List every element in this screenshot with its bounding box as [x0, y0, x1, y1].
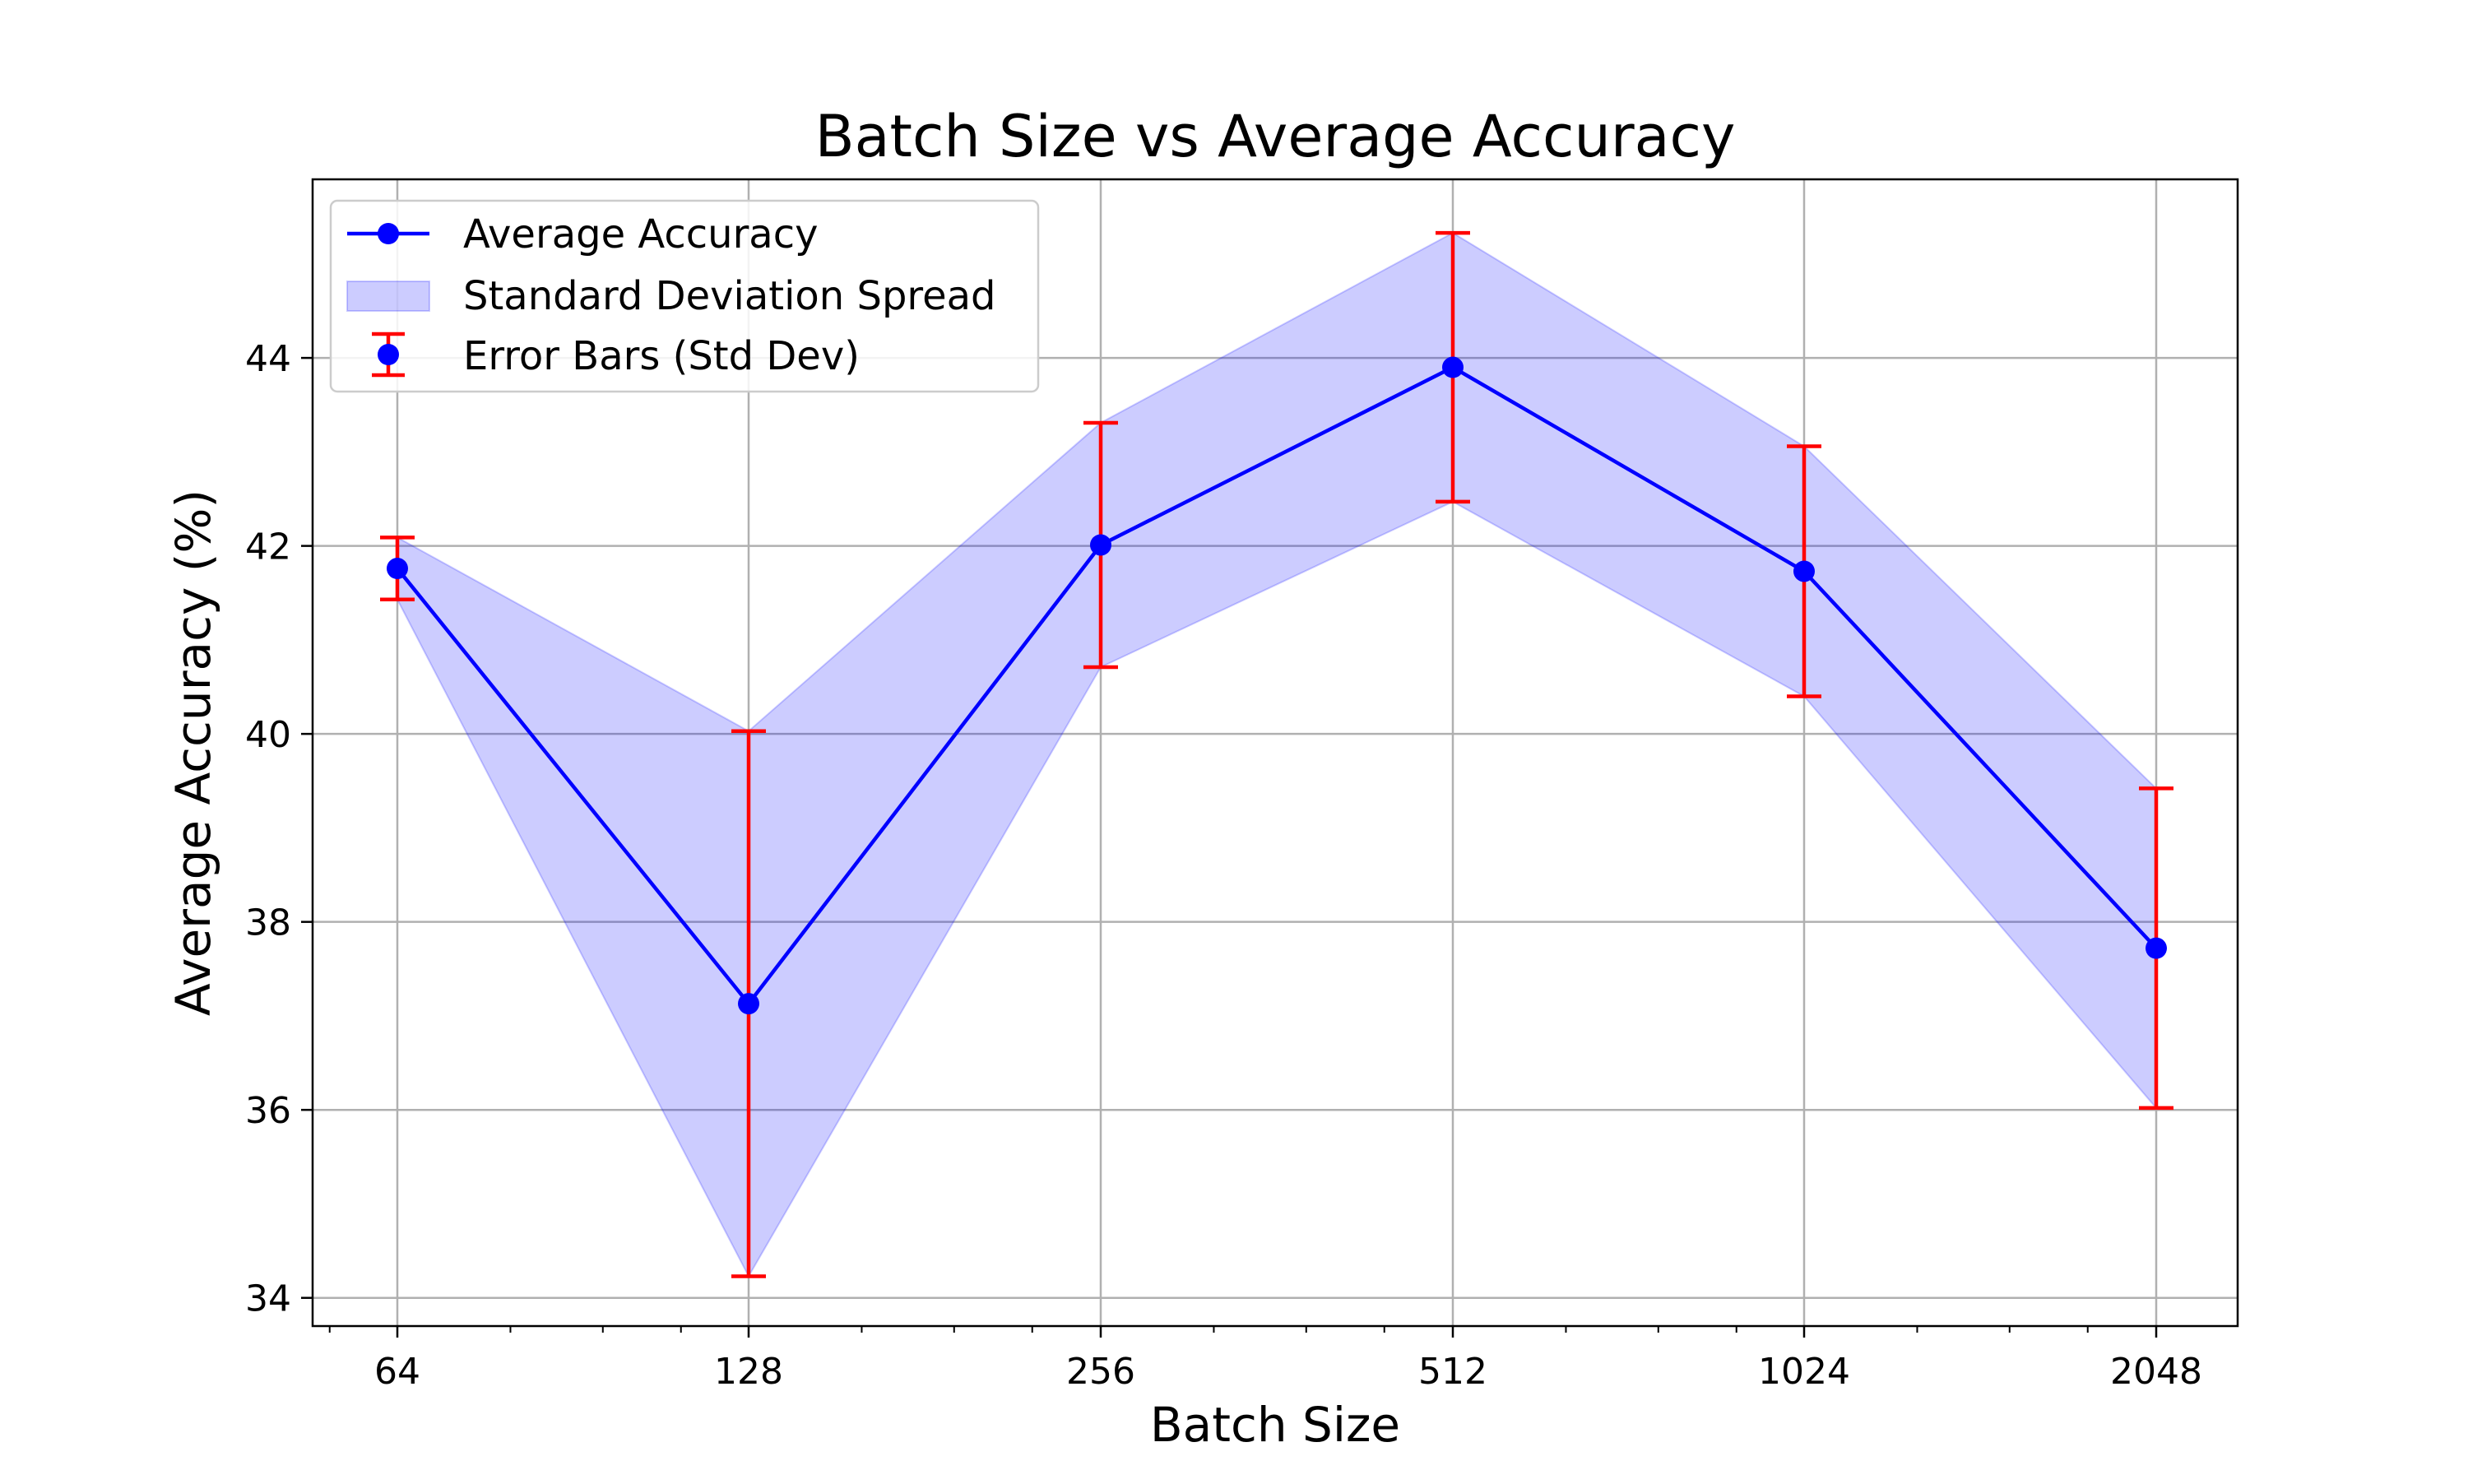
legend-errorbar-marker [378, 344, 399, 365]
data-point-512 [1442, 356, 1464, 378]
data-point-2048 [2146, 937, 2167, 959]
data-point-64 [387, 558, 408, 580]
legend-item-std-spread: Standard Deviation Spread [346, 273, 996, 319]
legend-label-error-bars: Error Bars (Std Dev) [463, 333, 860, 379]
chart-title: Batch Size vs Average Accuracy [815, 103, 1736, 170]
x-tick-label-128: 128 [714, 1351, 783, 1393]
legend-item-average-accuracy: Average Accuracy [347, 211, 819, 257]
y-tick-label-34: 34 [245, 1278, 291, 1320]
x-tick-label-2048: 2048 [2110, 1351, 2202, 1393]
legend-marker-swatch [378, 223, 399, 244]
y-axis-ticks: 34 36 38 40 42 44 [245, 338, 313, 1320]
y-tick-label-42: 42 [245, 526, 291, 568]
y-axis-label: Average Accuracy (%) [165, 489, 221, 1016]
x-tick-label-64: 64 [374, 1351, 420, 1393]
series-line-layer [396, 365, 2158, 1006]
grid-lines [313, 179, 2238, 1326]
data-point-256 [1090, 534, 1111, 556]
series-marker-layer [387, 356, 2167, 1015]
legend-item-error-bars: Error Bars (Std Dev) [372, 332, 860, 379]
legend-band-swatch [346, 281, 430, 312]
x-tick-label-512: 512 [1418, 1351, 1487, 1393]
x-axis-ticks: 64 128 256 512 1024 2048 [328, 1326, 2202, 1393]
x-tick-label-256: 256 [1066, 1351, 1135, 1393]
y-tick-label-38: 38 [245, 902, 291, 944]
x-tick-label-1024: 1024 [1758, 1351, 1850, 1393]
legend: Average Accuracy Standard Deviation Spre… [329, 199, 1040, 393]
legend-box [329, 199, 1040, 393]
data-point-1024 [1793, 560, 1815, 582]
x-axis-label: Batch Size [1150, 1397, 1400, 1453]
y-tick-label-36: 36 [245, 1090, 291, 1132]
y-tick-label-40: 40 [245, 714, 291, 756]
series-line-average-accuracy [396, 365, 2158, 1006]
plot-frame [311, 178, 2239, 1328]
legend-label-average-accuracy: Average Accuracy [463, 211, 819, 257]
legend-label-std-spread: Standard Deviation Spread [463, 273, 996, 319]
y-tick-label-44: 44 [245, 338, 291, 380]
data-point-128 [738, 993, 759, 1015]
